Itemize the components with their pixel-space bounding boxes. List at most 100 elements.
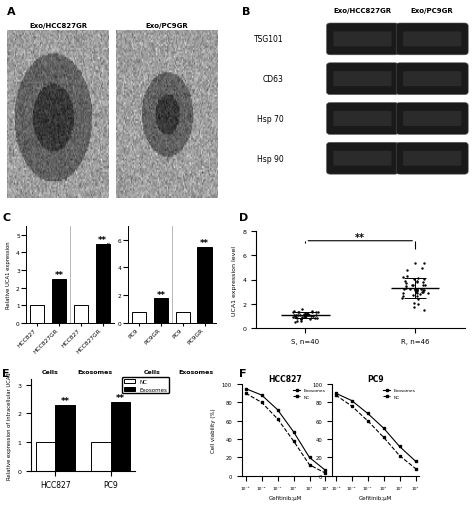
Text: **: ** — [200, 239, 209, 248]
FancyBboxPatch shape — [396, 103, 468, 135]
Point — [420, 287, 428, 295]
Point — [424, 290, 431, 298]
Bar — [55, 405, 74, 471]
Point — [304, 310, 311, 319]
Text: A: A — [7, 7, 16, 17]
FancyBboxPatch shape — [327, 103, 399, 135]
Text: Exo/PC9GR: Exo/PC9GR — [411, 8, 454, 14]
Text: D: D — [239, 213, 249, 223]
Text: Hsp 70: Hsp 70 — [257, 115, 283, 124]
Title: PC9: PC9 — [367, 375, 384, 383]
NC — [259, 400, 264, 406]
Point — [304, 311, 311, 319]
FancyBboxPatch shape — [334, 72, 392, 87]
Point — [406, 285, 413, 293]
Point — [421, 281, 429, 289]
Exosomes — [333, 390, 338, 397]
Point — [419, 281, 427, 289]
Point — [294, 311, 302, 319]
Bar — [91, 442, 111, 471]
Bar — [52, 279, 66, 323]
Line: Exosomes: Exosomes — [244, 387, 327, 472]
Text: **: ** — [355, 233, 365, 243]
FancyBboxPatch shape — [327, 143, 399, 175]
Point — [412, 288, 420, 296]
Legend: NC, Exosomes: NC, Exosomes — [122, 377, 169, 393]
Point — [399, 294, 406, 302]
Point — [417, 286, 424, 294]
Point — [309, 312, 317, 320]
Point — [420, 306, 428, 315]
Point — [294, 309, 302, 317]
Point — [413, 277, 420, 286]
Point — [293, 314, 301, 322]
Exosomes — [413, 458, 419, 464]
Y-axis label: Relative UCA1 expression: Relative UCA1 expression — [6, 241, 10, 308]
Point — [419, 288, 427, 296]
Point — [418, 264, 426, 272]
Point — [414, 274, 421, 282]
Y-axis label: Relative UCA1 expression: Relative UCA1 expression — [108, 241, 112, 308]
Title: Exo/PC9GR: Exo/PC9GR — [146, 23, 189, 29]
Text: Cells: Cells — [42, 370, 59, 375]
Point — [297, 316, 305, 324]
Bar — [176, 312, 190, 323]
Point — [402, 285, 410, 293]
NC — [413, 466, 419, 472]
NC — [275, 416, 281, 422]
Point — [414, 290, 421, 298]
Legend: Exosomes, NC: Exosomes, NC — [382, 386, 417, 401]
Point — [298, 305, 306, 313]
NC — [397, 453, 402, 459]
NC — [323, 470, 328, 476]
Point — [292, 313, 300, 321]
Point — [302, 311, 310, 319]
Point — [413, 287, 420, 295]
X-axis label: Gefitinib;μM: Gefitinib;μM — [359, 495, 392, 500]
Point — [304, 310, 312, 319]
Bar — [132, 312, 146, 323]
Point — [403, 273, 411, 281]
Point — [290, 312, 298, 320]
Exosomes — [259, 392, 264, 399]
Point — [301, 313, 309, 321]
Point — [410, 303, 418, 312]
NC — [365, 418, 371, 424]
Point — [293, 318, 301, 326]
Bar — [111, 402, 130, 471]
FancyBboxPatch shape — [334, 112, 392, 127]
Point — [302, 312, 310, 320]
Point — [419, 287, 427, 295]
Point — [303, 309, 311, 317]
Point — [291, 312, 299, 320]
Exosomes — [349, 398, 355, 404]
Point — [410, 281, 417, 290]
FancyBboxPatch shape — [396, 64, 468, 95]
Point — [410, 292, 417, 300]
Point — [411, 260, 419, 268]
Point — [298, 315, 305, 323]
Point — [290, 314, 297, 322]
Point — [311, 315, 319, 323]
Point — [413, 278, 421, 287]
FancyBboxPatch shape — [334, 152, 392, 166]
Exosomes — [323, 467, 328, 473]
Point — [410, 299, 418, 307]
Title: Exo/HCC827GR: Exo/HCC827GR — [29, 23, 87, 29]
Legend: Exosomes, NC: Exosomes, NC — [292, 386, 327, 401]
Point — [312, 312, 319, 320]
Exosomes — [275, 407, 281, 413]
Point — [306, 316, 314, 324]
FancyBboxPatch shape — [403, 152, 461, 166]
Text: TSG101: TSG101 — [254, 35, 283, 44]
Point — [414, 300, 422, 308]
Point — [290, 307, 297, 316]
Text: Cells: Cells — [144, 370, 161, 375]
FancyBboxPatch shape — [334, 33, 392, 47]
Point — [291, 318, 299, 326]
Text: **: ** — [60, 397, 69, 406]
Bar — [198, 247, 212, 323]
Text: Exosomes: Exosomes — [77, 370, 112, 375]
FancyBboxPatch shape — [396, 24, 468, 55]
FancyBboxPatch shape — [403, 112, 461, 127]
